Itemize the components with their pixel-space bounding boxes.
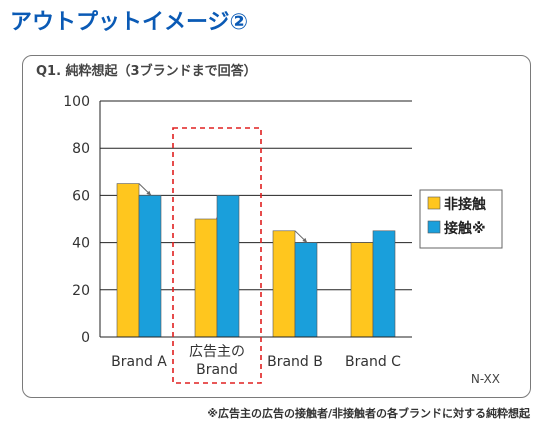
bar-contact <box>138 195 162 338</box>
x-axis-labels: Brand A 広告主の Brand Brand B Brand C <box>111 344 401 378</box>
footnote: ※広告主の広告の接触者/非接触者の各ブランドに対する純粋想起 <box>207 407 530 420</box>
bar-contact <box>372 230 396 338</box>
bar-non-contact <box>350 242 374 338</box>
connectors <box>138 183 386 243</box>
legend-swatch <box>427 196 441 210</box>
corner-label: N-XX <box>471 372 500 386</box>
y-tick-label: 60 <box>72 188 90 204</box>
change-arrowhead <box>146 190 152 196</box>
y-tick-label: 100 <box>63 94 90 110</box>
y-tick-label: 40 <box>72 236 90 252</box>
x-tick-label: Brand B <box>267 354 323 370</box>
question-label: Q1. 純粋想起（3ブランドまで回答） <box>36 64 257 79</box>
y-tick-label: 20 <box>72 283 90 299</box>
legend-label: 接触※ <box>444 220 486 237</box>
bars <box>116 183 396 338</box>
highlight-box <box>172 127 262 384</box>
bar-non-contact <box>272 230 296 338</box>
axes <box>99 101 412 338</box>
x-tick-label: Brand A <box>111 354 167 370</box>
y-axis-ticks: 0 20 40 60 80 100 <box>63 94 90 346</box>
y-tick-label: 80 <box>72 141 90 157</box>
bar-contact <box>294 242 318 338</box>
x-tick-label: Brand C <box>345 354 401 370</box>
bar-non-contact <box>194 218 218 338</box>
bar-non-contact <box>116 183 140 338</box>
bar-contact <box>216 195 240 338</box>
legend-swatch <box>427 220 441 234</box>
x-tick-label: 広告主の Brand <box>189 344 245 378</box>
legend-label: 非接触 <box>444 196 486 213</box>
change-arrowhead <box>302 237 308 243</box>
highlight-dashed-box <box>172 127 262 384</box>
y-tick-label: 0 <box>81 330 90 346</box>
page-title: アウトプットイメージ② <box>10 10 249 35</box>
